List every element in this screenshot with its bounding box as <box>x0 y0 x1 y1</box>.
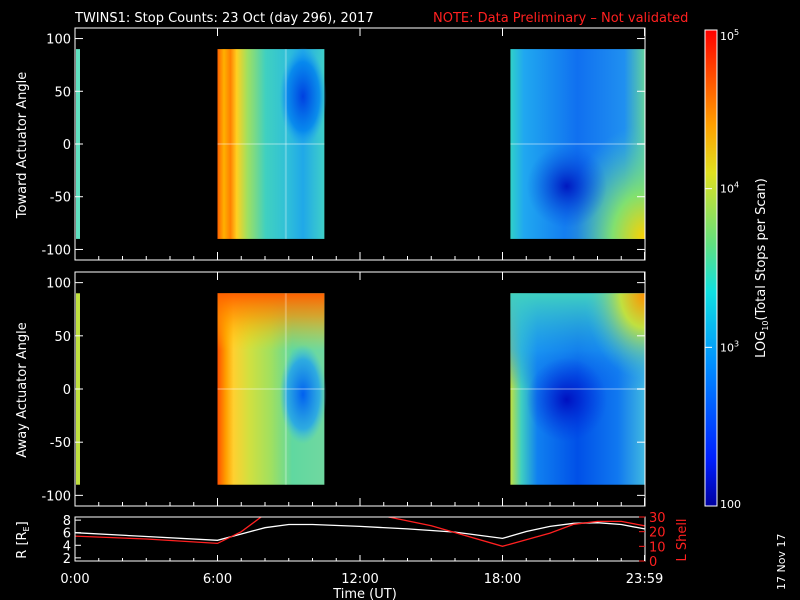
colorbar-gradient <box>704 29 718 507</box>
toward-angle-panel: 100 50 0 -50 -100 <box>41 27 646 261</box>
left-y-tick-label: 4 <box>63 539 71 554</box>
y-tick-label: 0 <box>63 138 71 153</box>
y-tick-label: -50 <box>50 436 71 451</box>
left-y-tick-label: 2 <box>63 552 71 567</box>
lshell-series-line <box>75 517 263 545</box>
x-tick-label: 0:00 <box>60 572 89 587</box>
left-y-tick-label: 6 <box>63 527 71 542</box>
y-tick-label: 50 <box>54 85 71 100</box>
plot-title: TWINS1: Stop Counts: 23 Oct (day 296), 2… <box>74 11 374 26</box>
right-y-tick-label: 10 <box>649 540 666 555</box>
heatmap-low-region <box>526 144 608 228</box>
left-y-tick-label: 8 <box>63 514 71 529</box>
y-tick-label: 100 <box>46 277 71 292</box>
x-tick-label: 6:00 <box>203 572 232 587</box>
colorbar-tick-label: 104 <box>720 181 739 196</box>
colorbar-tick-label: 100 <box>720 498 741 511</box>
heatmap-low-region <box>279 47 327 146</box>
colorbar-tick-label: 103 <box>720 339 739 354</box>
date-stamp: 17 Nov 17 <box>775 534 788 590</box>
y-tick-label: 50 <box>54 330 71 345</box>
y-tick-label: 0 <box>63 383 71 398</box>
orbit-lines <box>75 517 645 547</box>
away-angle-ylabel: Away Actuator Angle <box>15 322 30 457</box>
lshell-series-line <box>385 517 645 547</box>
time-xlabel: Time (UT) <box>332 587 397 600</box>
y-tick-label: -50 <box>50 191 71 206</box>
heatmap-low-region <box>279 344 327 445</box>
toward-angle-ylabel: Toward Actuator Angle <box>15 72 30 219</box>
right-y-tick-label: 30 <box>649 511 666 526</box>
colorbar-label: LOG10(Total Stops per Scan) <box>754 178 770 358</box>
right-y-tick-label: 20 <box>649 526 666 541</box>
heatmap-stripe <box>284 293 287 485</box>
y-tick-label: -100 <box>41 489 71 504</box>
right-y-tick-label: 0 <box>649 555 657 570</box>
colorbar: 105 104 103 100 <box>704 28 741 511</box>
x-tick-label: 12:00 <box>341 572 378 587</box>
heatmap-low-region <box>526 357 608 442</box>
preliminary-note: NOTE: Data Preliminary – Not validated <box>433 11 688 26</box>
x-tick-label: 18:00 <box>484 572 521 587</box>
y-tick-label: -100 <box>41 243 71 258</box>
radius-ylabel: R [RE] <box>15 521 31 558</box>
away-angle-panel: 100 50 0 -50 -100 <box>41 271 646 507</box>
radius-series-line <box>75 522 645 541</box>
y-tick-label: 100 <box>46 33 71 48</box>
colorbar-tick-label: 105 <box>720 28 739 43</box>
heatmap-stripe <box>284 49 287 239</box>
x-tick-label: 23:59 <box>626 572 663 587</box>
lshell-ylabel: L Shell <box>675 518 690 561</box>
orbit-frame <box>74 516 646 562</box>
